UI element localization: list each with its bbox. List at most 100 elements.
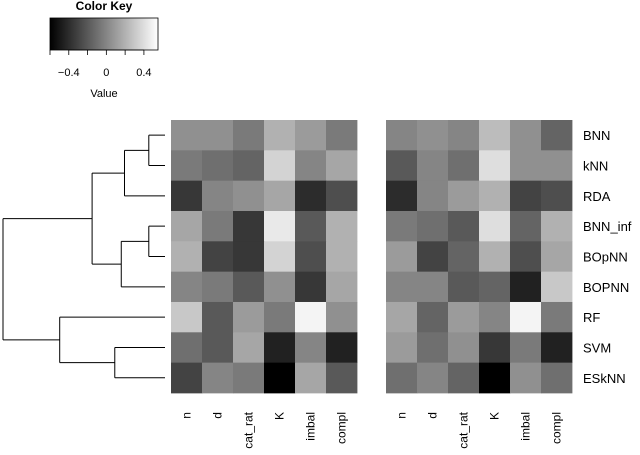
heatmap-cell xyxy=(233,241,265,273)
heatmap-cell xyxy=(448,332,480,364)
heatmap-cell xyxy=(448,150,480,182)
heatmap-cell xyxy=(448,180,480,212)
heatmap-cell xyxy=(541,150,573,182)
heatmap-cell xyxy=(326,120,358,151)
column-label: d xyxy=(426,412,440,419)
heatmap-cell xyxy=(510,301,542,333)
heatmap-cell xyxy=(264,150,296,182)
heatmap-cell xyxy=(386,210,418,242)
heatmap-cell xyxy=(171,210,203,242)
row-label: RF xyxy=(583,310,600,325)
heatmap-cell xyxy=(417,180,449,212)
heatmap-cell xyxy=(295,301,327,333)
heatmap-cell xyxy=(541,362,573,394)
heatmap-cell xyxy=(510,150,542,182)
column-label: d xyxy=(211,412,225,419)
heatmap-cell xyxy=(417,271,449,303)
heatmap-cell xyxy=(541,332,573,364)
heatmap-cell xyxy=(510,120,542,151)
color-key-bar xyxy=(49,17,159,51)
column-label: imbal xyxy=(304,412,318,441)
column-label: cat_rat xyxy=(242,411,256,448)
heatmap-cell xyxy=(264,332,296,364)
heatmap-cell xyxy=(541,120,573,151)
heatmap-cell xyxy=(233,180,265,212)
heatmap-cell xyxy=(510,362,542,394)
heatmap-cell xyxy=(448,271,480,303)
color-key-axis-label: Value xyxy=(90,88,117,100)
heatmap-cell xyxy=(171,362,203,394)
heatmap-cell xyxy=(417,150,449,182)
heatmap-cell xyxy=(448,120,480,151)
row-label: SVM xyxy=(583,340,611,355)
heatmap-cell xyxy=(202,241,234,273)
heatmap-cell xyxy=(479,362,511,394)
heatmap-cell xyxy=(417,301,449,333)
row-label: BOPNN xyxy=(583,280,629,295)
heatmap-cell xyxy=(295,241,327,273)
heatmap-cell xyxy=(510,271,542,303)
heatmap-cell xyxy=(264,301,296,333)
heatmap-cell xyxy=(233,210,265,242)
heatmap-cell xyxy=(479,210,511,242)
row-label: kNN xyxy=(583,158,608,173)
heatmap-cell xyxy=(295,271,327,303)
heatmap-cell xyxy=(326,180,358,212)
heatmap-cell xyxy=(448,362,480,394)
column-label: n xyxy=(180,412,194,419)
heatmap-cell xyxy=(171,271,203,303)
heatmap-cell xyxy=(264,210,296,242)
color-key: Color Key −0.4 0 0.4 Value xyxy=(49,0,159,100)
heatmap-cell xyxy=(295,150,327,182)
heatmap-cell xyxy=(233,301,265,333)
heatmap-cell xyxy=(264,271,296,303)
heatmap-cell xyxy=(202,210,234,242)
row-label: BNN_inf xyxy=(583,219,632,234)
heatmap-cell xyxy=(326,210,358,242)
heatmap-cell xyxy=(386,180,418,212)
heatmap-cell xyxy=(233,271,265,303)
heatmap-cell xyxy=(510,241,542,273)
heatmap-cell xyxy=(479,180,511,212)
heatmap-cell xyxy=(326,271,358,303)
heatmap-cell xyxy=(233,362,265,394)
heatmap-cell xyxy=(264,241,296,273)
heatmap-cell xyxy=(202,120,234,151)
heatmap-cell xyxy=(233,120,265,151)
heatmap-cell xyxy=(479,271,511,303)
heatmap-cell xyxy=(417,241,449,273)
heatmap-cell xyxy=(541,271,573,303)
color-key-tick-label: −0.4 xyxy=(58,67,80,79)
heatmap-cell xyxy=(541,210,573,242)
heatmap-cell xyxy=(479,150,511,182)
column-label: compl xyxy=(550,412,564,444)
heatmap-cell xyxy=(202,271,234,303)
heatmap-cell xyxy=(386,150,418,182)
heatmap-cell xyxy=(171,150,203,182)
heatmap-cell xyxy=(264,362,296,394)
heatmap-cell xyxy=(417,120,449,151)
heatmap-cell xyxy=(417,210,449,242)
row-label: BOpNN xyxy=(583,249,628,264)
heatmap-cell xyxy=(264,120,296,151)
heatmap-cell xyxy=(386,271,418,303)
heatmap-cell xyxy=(417,362,449,394)
heatmap-cell xyxy=(326,241,358,273)
column-label: compl xyxy=(335,412,349,444)
heatmap-cell xyxy=(233,150,265,182)
row-label: BNN xyxy=(583,128,610,143)
heatmap-cell xyxy=(479,301,511,333)
heatmap-cell xyxy=(386,241,418,273)
heatmap-cell xyxy=(417,332,449,364)
heatmap-cell xyxy=(326,301,358,333)
heatmap-cell xyxy=(171,241,203,273)
heatmap-cell xyxy=(171,301,203,333)
heatmap-cell xyxy=(202,362,234,394)
color-key-tick-label: 0.4 xyxy=(136,67,151,79)
heatmap-cell xyxy=(386,332,418,364)
heatmap-cell xyxy=(541,301,573,333)
heatmap-cell xyxy=(326,150,358,182)
heatmap-cell xyxy=(264,180,296,212)
heatmap-cell xyxy=(233,332,265,364)
heatmap-cell xyxy=(295,210,327,242)
